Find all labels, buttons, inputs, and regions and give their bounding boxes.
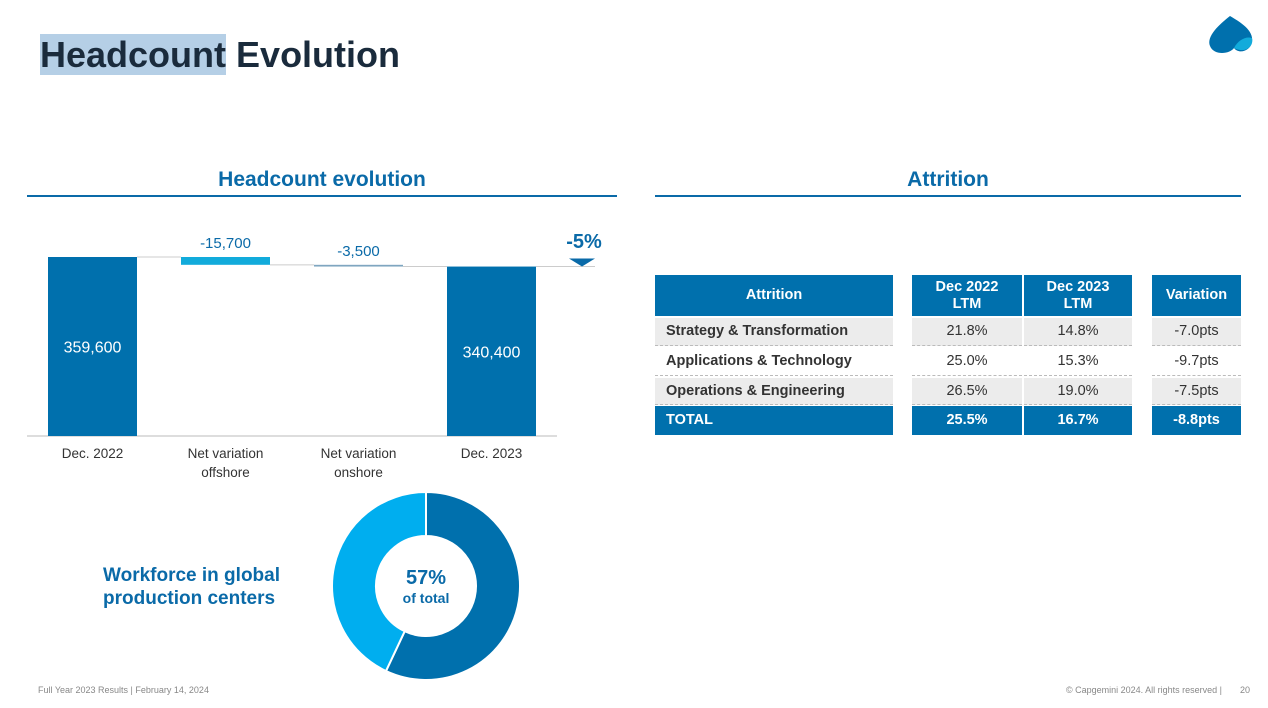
- table-header: Dec 2023 LTM: [1024, 275, 1132, 316]
- footer-right: © Capgemini 2024. All rights reserved |: [1065, 685, 1222, 695]
- table-cell: 14.8%: [1024, 318, 1132, 346]
- table-cell: 15.3%: [1024, 348, 1132, 376]
- section-rule: [27, 195, 617, 197]
- bar: [314, 264, 403, 267]
- category-label: Dec. 2022: [61, 446, 124, 461]
- table-header: Attrition: [655, 275, 893, 316]
- table-cell: -8.8pts: [1152, 406, 1241, 435]
- donut-segment: [331, 490, 427, 673]
- section-rule: [655, 195, 1241, 197]
- bar: [48, 257, 137, 436]
- bar: [181, 257, 270, 265]
- table-cell: Strategy & Transformation: [655, 318, 893, 346]
- table-cell: -9.7pts: [1152, 348, 1241, 376]
- table-cell: -7.0pts: [1152, 318, 1241, 346]
- annotation-arrow: [569, 258, 595, 267]
- title-highlight: Headcount: [40, 34, 227, 75]
- table-cell: 26.5%: [912, 378, 1022, 405]
- table-header: Variation: [1152, 275, 1241, 316]
- table-cell: Operations & Engineering: [655, 378, 893, 405]
- category-label: Net variation onshore: [320, 446, 397, 480]
- value-label: -3,500: [337, 243, 380, 260]
- center-value: 57%: [406, 567, 446, 589]
- footer-left: Full Year 2023 Results | February 14, 20…: [38, 685, 209, 695]
- table-cell: 21.8%: [912, 318, 1022, 346]
- logo: [1209, 16, 1253, 53]
- value-label: 359,600: [64, 340, 122, 357]
- bar: [447, 266, 536, 436]
- table-cell: 25.5%: [912, 406, 1022, 435]
- table-title: Attrition: [907, 168, 989, 191]
- table-cell: 16.7%: [1024, 406, 1132, 435]
- category-label: Net variation offshore: [187, 446, 264, 480]
- page-number: 20: [1240, 685, 1251, 695]
- table-cell: TOTAL: [655, 406, 893, 435]
- waterfall-title: Headcount evolution: [218, 168, 426, 191]
- center-note: of total: [403, 590, 450, 606]
- category-label: Dec. 2023: [460, 446, 523, 461]
- slide-title: Headcount Evolution: [40, 34, 400, 76]
- table-header: Dec 2022 LTM: [912, 275, 1022, 316]
- value-label: -15,700: [200, 235, 251, 252]
- donut-title: Workforce in global production centers: [103, 565, 281, 609]
- table-cell: 19.0%: [1024, 378, 1132, 405]
- title-rest: Evolution: [236, 34, 401, 75]
- annotation: -5%: [566, 231, 602, 253]
- table-cell: -7.5pts: [1152, 378, 1241, 405]
- table-cell: 25.0%: [912, 348, 1022, 376]
- value-label: 340,400: [463, 344, 521, 361]
- donut-segment: [384, 490, 521, 681]
- table-cell: Applications & Technology: [655, 348, 893, 376]
